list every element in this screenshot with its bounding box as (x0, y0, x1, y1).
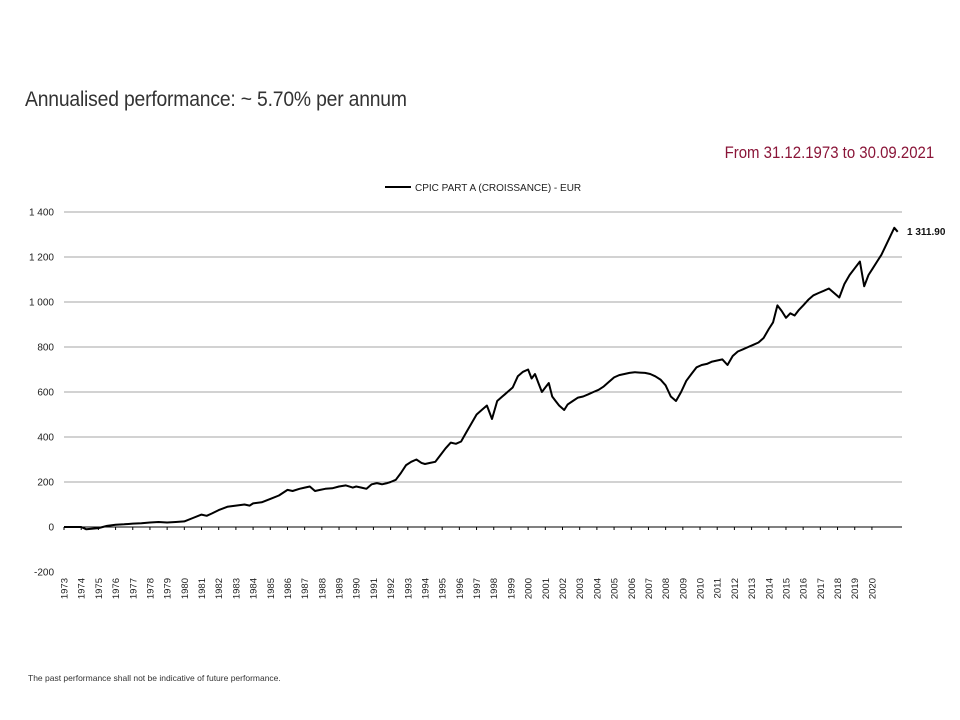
x-tick-label: 1998 (489, 578, 500, 599)
x-tick-label: 2012 (730, 578, 741, 599)
x-tick-label: 2017 (816, 578, 827, 599)
y-tick-label: 1 200 (29, 253, 54, 264)
x-tick-label: 1974 (77, 578, 88, 599)
x-tick-label: 1976 (111, 578, 122, 599)
annualised-performance-headline: Annualised performance: ~ 5.70% per annu… (25, 88, 407, 111)
x-tick-label: 2011 (713, 578, 724, 598)
x-tick-label: 1994 (420, 578, 431, 599)
series-line-cpic-part-a (64, 226, 899, 531)
disclaimer-text: The past performance shall not be indica… (28, 673, 281, 683)
x-tick-label: 1995 (438, 578, 449, 599)
x-tick-label: 1990 (352, 578, 363, 599)
x-tick-label: 1999 (506, 578, 517, 599)
x-tick-label: 1984 (249, 578, 260, 599)
x-tick-label: 1992 (386, 578, 397, 599)
x-tick-label: 2007 (644, 578, 655, 599)
x-tick-label: 2013 (747, 578, 758, 599)
x-tick-label: 1997 (472, 578, 483, 599)
x-tick-label: 1986 (283, 578, 294, 599)
x-tick-label: 1985 (266, 578, 277, 599)
x-tick-label: 1977 (128, 578, 139, 599)
x-tick-label: 1996 (455, 578, 466, 599)
x-tick-label: 2002 (558, 578, 569, 599)
x-tick-label: 2010 (696, 578, 707, 599)
x-tick-label: 1979 (163, 578, 174, 599)
y-tick-label: 600 (37, 388, 54, 399)
x-tick-label: 2004 (592, 578, 603, 599)
x-tick-label: 2016 (799, 578, 810, 599)
y-tick-label: 800 (37, 343, 54, 354)
x-tick-label: 1978 (145, 578, 156, 599)
x-tick-label: 1975 (94, 578, 105, 599)
end-value-label: 1 311.90 (907, 227, 946, 238)
x-tick-label: 2009 (678, 578, 689, 599)
y-tick-label: 400 (37, 433, 54, 444)
x-tick-label: 2019 (850, 578, 861, 599)
x-tick-label: 1987 (300, 578, 311, 599)
x-tick-label: 1989 (335, 578, 346, 599)
y-tick-label: 1 000 (29, 298, 54, 309)
x-tick-label: 2006 (627, 578, 638, 599)
grid-lines (64, 211, 902, 483)
x-tick-label: 2018 (833, 578, 844, 599)
x-tick-label: 2008 (661, 578, 672, 599)
x-tick-label: 2001 (541, 578, 552, 599)
x-tick-label: 1981 (197, 578, 208, 599)
x-tick-label: 2014 (764, 578, 775, 599)
x-tick-label: 1982 (214, 578, 225, 599)
x-axis: 1973 1974 1975 1976 1977 1978 1979 1980 1981 1982… (60, 526, 902, 599)
x-tick-label: 1983 (231, 578, 242, 599)
x-tick-label: 1993 (403, 578, 414, 599)
y-tick-label: 200 (37, 478, 54, 489)
y-tick-label: 1 400 (29, 208, 54, 219)
chart-legend: CPIC PART A (CROISSANCE) - EUR (385, 183, 581, 194)
legend-series-label: CPIC PART A (CROISSANCE) - EUR (415, 183, 581, 194)
x-tick-label: 2000 (524, 578, 535, 599)
x-tick-label: 1988 (317, 578, 328, 599)
x-tick-label: 1973 (60, 578, 71, 599)
x-tick-label: 1980 (180, 578, 191, 599)
y-tick-label: -200 (34, 568, 54, 579)
x-tick-label: 2003 (575, 578, 586, 599)
x-tick-label: 2020 (867, 578, 878, 599)
y-axis-tick-labels: -200 0 200 400 600 800 1 000 1 200 1 400 (29, 208, 54, 579)
x-tick-label: 2005 (610, 578, 621, 599)
x-tick-label: 2015 (781, 578, 792, 599)
x-tick-label: 1991 (369, 578, 380, 599)
y-tick-label: 0 (48, 523, 54, 534)
period-range-label: From 31.12.1973 to 30.09.2021 (724, 143, 934, 162)
